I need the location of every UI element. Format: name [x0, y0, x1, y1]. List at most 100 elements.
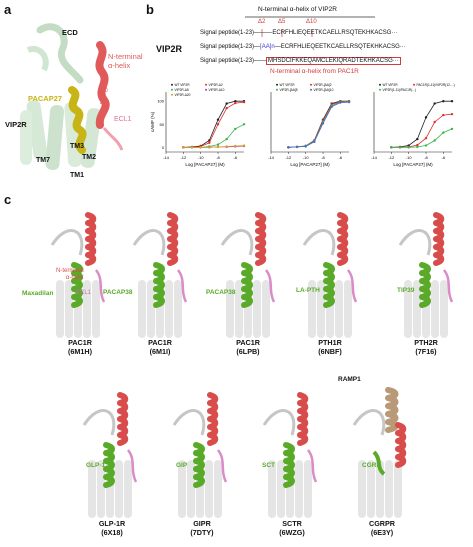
- x-tick-label: -8: [424, 155, 428, 160]
- pac1r-note: N-terminal α-helix from PAC1R: [270, 68, 359, 75]
- x-axis-label: Log [PACAP27] (M): [185, 162, 225, 167]
- legend-marker: [171, 93, 173, 96]
- series-line: [288, 101, 350, 148]
- receptor-ribbons: [20, 23, 102, 170]
- seq-row-1: Signal peptide(1-23)———ECRFHLIEQEETKCAEL…: [200, 30, 398, 36]
- delta10-label: Δ10: [98, 88, 108, 94]
- series-line: [183, 100, 244, 148]
- legend-entry: VIP2R-[AA]5: [280, 88, 298, 92]
- legend-marker: [379, 88, 381, 91]
- structure-gallery: [50, 212, 454, 518]
- panel-b-letter: b: [146, 2, 154, 17]
- tm1-label: TM1: [70, 172, 84, 179]
- structure-3: [220, 212, 276, 338]
- series-line: [391, 100, 452, 148]
- seq-header: N-terminal α-helix of VIP2R: [258, 6, 337, 13]
- structure-7: [172, 392, 228, 518]
- vip2r-label: VIP2R: [5, 120, 27, 129]
- legend-marker: [205, 88, 207, 91]
- chart-1: -14 -12 -10 -8 -6 0 50 100 cAMP (%) Log [PACAP27]…: [150, 83, 246, 167]
- data-point: [416, 137, 419, 141]
- legend-marker: [276, 88, 278, 91]
- ramp1-label: RAMP1: [338, 376, 361, 383]
- data-point: [424, 116, 428, 119]
- data-point: [347, 100, 351, 104]
- legend-entry: WT VIP2R: [383, 83, 399, 87]
- data-point: [416, 143, 419, 147]
- delta5-label: Δ5: [100, 100, 107, 106]
- data-point: [321, 122, 325, 125]
- data-point: [433, 102, 436, 105]
- struct6-caption: GLP-1R (6X18): [98, 519, 126, 537]
- structure-6: [82, 392, 138, 518]
- tm7-label: TM7: [36, 157, 50, 164]
- data-point: [216, 118, 220, 121]
- data-point: [442, 113, 445, 117]
- panel-c-letter: c: [4, 192, 12, 207]
- legend-marker: [310, 88, 312, 91]
- data-point: [242, 144, 246, 147]
- y-tick-label: 50: [160, 122, 165, 127]
- series-line: [391, 113, 453, 148]
- data-point: [242, 100, 246, 104]
- series-line: [288, 100, 350, 148]
- pacap27-peptide: [68, 86, 87, 154]
- legend-entry: VIP2R-Δ10: [209, 88, 225, 92]
- struct1-ecl1: ECL1: [76, 290, 92, 296]
- struct5-caption: PTH2R (7F16): [414, 338, 438, 356]
- delta10-marker: Δ10: [306, 19, 317, 25]
- delta2-marker: Δ2: [258, 19, 266, 25]
- legend-marker: [171, 88, 173, 91]
- x-axis-label: Log [PACAP27] (M): [290, 162, 330, 167]
- x-tick-label: -10: [303, 155, 310, 160]
- data-point: [398, 146, 402, 149]
- data-point: [304, 145, 307, 148]
- data-point: [234, 101, 237, 105]
- data-point: [433, 120, 436, 124]
- data-point: [234, 144, 237, 148]
- dose-response-charts: -14 -12 -10 -8 -6 0 50 100 cAMP (%) Log [PACAP27]…: [150, 83, 455, 167]
- struct9-peptide: CGRP: [362, 462, 381, 469]
- series-line: [183, 101, 245, 148]
- legend-entry: VIP2R-[AA]10: [314, 88, 334, 92]
- structure-4: [302, 212, 358, 338]
- legend-entry: VIP2R(1-11)/PAC1R(...): [383, 88, 417, 92]
- legend-entry: VIP2R-Δ2: [209, 83, 223, 87]
- n-terminal-label: N-terminal α-helix: [108, 52, 143, 70]
- struct1-nterm-label: N-terminal α-helix: [56, 268, 84, 281]
- legend-entry: VIP2R-[AA]2: [314, 83, 332, 87]
- tm3-label: TM3: [70, 143, 84, 150]
- series-line: [288, 101, 350, 148]
- legend-marker: [205, 83, 207, 86]
- y-tick-label: 0: [162, 145, 165, 150]
- data-point: [424, 136, 428, 140]
- series-line: [288, 100, 349, 148]
- legend-entry: WT VIP2R: [280, 83, 296, 87]
- seq-row-3: Signal peptide(1-23)—— MHSDCIFKKEQAMCLEKI…: [200, 57, 401, 65]
- delta2-label: Δ2: [98, 113, 105, 119]
- data-point: [216, 145, 220, 149]
- data-point: [416, 145, 419, 149]
- struct6-peptide: GLP-1: [86, 462, 106, 469]
- x-tick-label: -6: [234, 155, 238, 160]
- structure-2: [132, 212, 188, 338]
- data-point: [225, 102, 228, 105]
- data-point: [242, 123, 246, 126]
- data-point: [234, 127, 237, 131]
- legend-marker: [310, 83, 312, 86]
- struct8-caption: SCTR (6WZG): [279, 519, 305, 537]
- struct8-peptide: SCT: [262, 462, 275, 469]
- n-terminal-helix: [95, 41, 124, 151]
- data-point: [182, 146, 185, 149]
- data-point: [339, 101, 342, 104]
- structure-8: [262, 392, 318, 518]
- data-point: [225, 145, 228, 148]
- data-point: [450, 100, 454, 103]
- legend-entry: VIP2R-Δ5: [175, 88, 189, 92]
- data-point: [190, 146, 194, 149]
- data-point: [208, 141, 211, 144]
- struct1-caption: PAC1R (6M1H): [68, 338, 92, 356]
- legend-entry: PAC1R(1-11)/VIP2R(12-...): [417, 83, 455, 87]
- data-point: [450, 127, 454, 131]
